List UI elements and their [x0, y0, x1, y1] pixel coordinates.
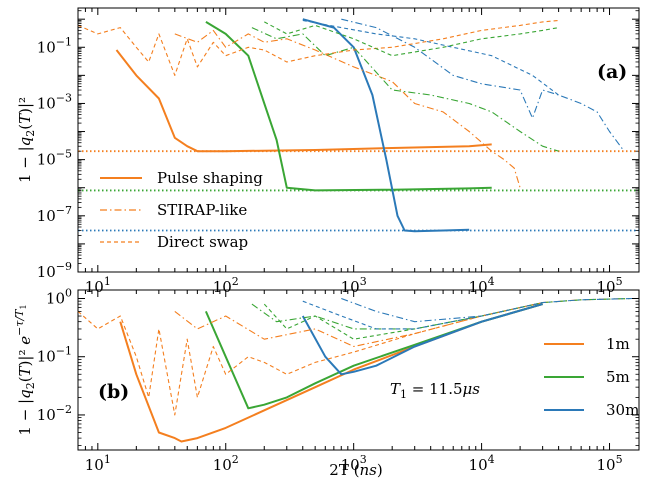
y-tick-label: 10−2 — [37, 403, 72, 424]
panel-a-ticks: 101 102 103 104 105 10−9 10−7 10−5 10−3 10−1 — [37, 8, 639, 296]
legend-label: 30m — [606, 401, 639, 419]
series-line-dashdot-orange — [174, 29, 521, 188]
series-line-dashed-blue — [302, 19, 559, 96]
panel-a-y-axis-label: 1 − |q2(T)|² — [16, 97, 37, 183]
panel-b-series — [77, 297, 633, 443]
panel-a-series — [77, 18, 625, 233]
x-tick-label: 105 — [596, 453, 622, 474]
y-tick-label: 10−5 — [37, 148, 72, 169]
y-tick-label: 100 — [46, 287, 72, 308]
series-line-dashdot-blue — [341, 18, 625, 152]
panel-b-annotation: T1 = 11.5μs — [390, 380, 480, 401]
x-tick-label: 105 — [596, 275, 622, 296]
series-line-solid-orange — [119, 303, 543, 443]
x-tick-label: 104 — [469, 453, 495, 474]
x-tick-label: 101 — [85, 275, 111, 296]
panel-b-legend: 1m 5m 30m — [544, 335, 639, 419]
legend-label: 5m — [606, 368, 630, 386]
y-tick-label: 10−3 — [37, 91, 72, 112]
x-tick-label: 102 — [213, 453, 239, 474]
panel-b-y-axis-label: 1 − |q2(T)|² e−τ/T1 — [13, 304, 37, 435]
x-tick-label: 103 — [341, 453, 367, 474]
series-line-dashdot-green — [251, 27, 559, 152]
series-line-solid-blue — [302, 18, 470, 233]
legend-label: Direct swap — [157, 233, 248, 251]
x-tick-label: 103 — [341, 275, 367, 296]
legend-label: STIRAP-like — [157, 201, 247, 219]
legend-label: 1m — [606, 335, 630, 353]
legend-label: Pulse shaping — [157, 169, 263, 187]
y-tick-label: 10−1 — [37, 35, 72, 56]
x-tick-label: 102 — [213, 275, 239, 296]
series-line-solid-green — [204, 303, 543, 410]
panel-a-legend: Pulse shaping STIRAP-like Direct swap — [100, 169, 263, 251]
y-tick-label: 10−9 — [37, 260, 72, 281]
series-line-solid-blue — [301, 303, 543, 376]
series-line-solid-green — [205, 21, 492, 192]
panel-b: 101 102 103 104 105 10−2 10−1 100 (b) 1 − |q2(T… — [13, 287, 640, 474]
series-line-solid-orange — [115, 49, 492, 153]
x-tick-label: 101 — [85, 453, 111, 474]
x-tick-label: 104 — [469, 275, 495, 296]
y-tick-label: 10−1 — [37, 345, 72, 366]
panel-b-ticks: 101 102 103 104 105 10−2 10−1 100 — [37, 287, 639, 474]
series-line-dashdot-orange — [174, 297, 633, 348]
y-tick-label: 10−7 — [37, 204, 72, 225]
series-line-dashed-orange — [77, 302, 543, 416]
series-line-dashdot-blue — [341, 297, 633, 323]
series-line-dashed-orange — [77, 19, 559, 76]
series-line-dashdot-green — [251, 297, 633, 330]
x-axis-label: 2T (ns) — [329, 461, 382, 479]
series-line-dashed-green — [264, 21, 559, 57]
panel-a-label: (a) — [597, 61, 627, 83]
panel-b-label: (b) — [98, 381, 129, 403]
